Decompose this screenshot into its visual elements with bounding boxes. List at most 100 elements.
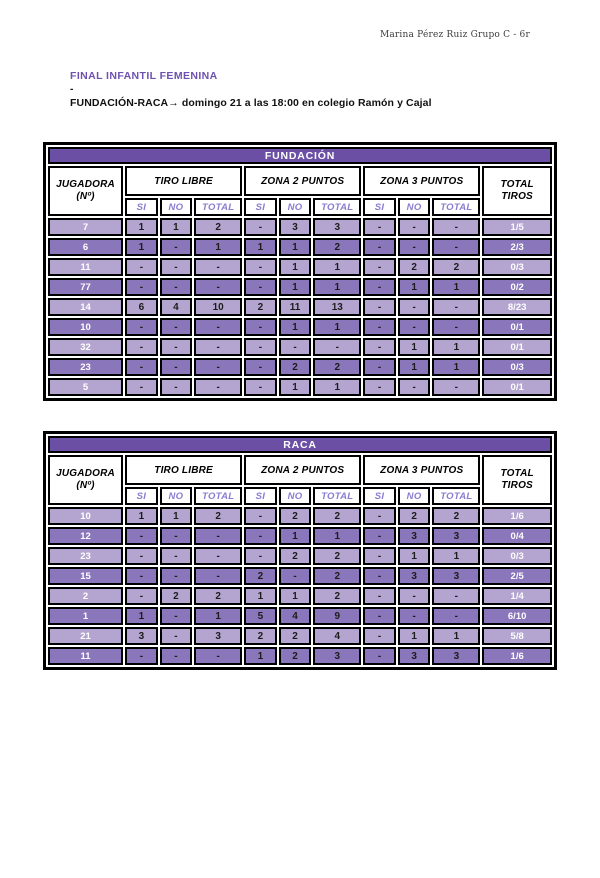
stat-cell: - [397,378,431,396]
stat-cell: - [194,567,243,585]
stat-cell: 13 [313,298,362,316]
table-row: 10- - - -1 1- - -0/1 [48,318,552,336]
raca-stats-table: RACA JUGADORA (Nº) TIRO LIBRE ZONA 2 PUN… [43,431,557,670]
column-group-tiro-libre: TIRO LIBRE [125,166,243,196]
stat-cell: 2 [194,587,243,605]
stat-cell: 1 [194,238,243,256]
column-header-total-tiros: TOTAL TIROS [482,455,552,505]
stat-cell: 1 [244,587,277,605]
stat-cell: 3 [125,627,158,645]
player-number-cell: 11 [48,647,124,665]
stat-cell: - [363,627,396,645]
stat-cell: 2 [313,507,362,525]
subcolumn-header-total: TOTAL [194,487,243,505]
total-shots-cell: 0/4 [482,527,552,545]
stat-cell: - [159,627,193,645]
stat-cell: 4 [159,298,193,316]
stat-cell: 2 [313,238,362,256]
stat-cell: - [397,318,431,336]
total-shots-cell: 2/5 [482,567,552,585]
stat-cell: - [159,527,193,545]
stat-cell: 1 [432,278,481,296]
player-number-cell: 2 [48,587,124,605]
stat-cell: - [159,547,193,565]
stat-cell: - [125,587,158,605]
stat-cell: 1 [313,258,362,276]
stat-cell: 1 [432,627,481,645]
player-number-cell: 77 [48,278,124,296]
column-header-total-tiros: TOTAL TIROS [482,166,552,216]
stat-cell: 3 [397,647,431,665]
stat-cell: 1 [278,318,312,336]
stat-cell: 2 [194,507,243,525]
stat-cell: 1 [432,547,481,565]
stat-cell: - [397,607,431,625]
table-row: 5- - - -1 1- - -0/1 [48,378,552,396]
stat-cell: - [397,298,431,316]
subcolumn-header-total: TOTAL [313,487,362,505]
player-number-cell: 15 [48,567,124,585]
table-row: 23- - - -2 2-1 1 0/3 [48,547,552,565]
stat-cell: 1 [125,607,158,625]
stat-cell: 1 [313,378,362,396]
stat-cell: - [363,318,396,336]
stat-cell: - [363,278,396,296]
player-number-cell: 11 [48,258,124,276]
subcolumn-header-row: SI NO TOTAL SI NO TOTAL SI NO TOTAL [48,198,552,216]
stat-cell: 1 [244,647,277,665]
subcolumn-header-si: SI [125,198,158,216]
team-header-row: FUNDACIÓN [48,147,552,164]
stat-cell: 2 [159,587,193,605]
stat-cell: - [432,318,481,336]
table-row: 21 3-3 2 2 4-1 1 5/8 [48,627,552,645]
table-row: 77- - - -1 1-1 1 0/2 [48,278,552,296]
total-header-line1: TOTAL [500,467,534,479]
subcolumn-header-no: NO [278,487,312,505]
stat-cell: 1 [278,238,312,256]
subcolumn-header-si: SI [125,487,158,505]
total-header-line2: TIROS [501,480,533,491]
page-title: FINAL INFANTIL FEMENINA [70,70,218,82]
stat-cell: 11 [278,298,312,316]
stat-cell: - [397,587,431,605]
subcolumn-header-no: NO [159,198,193,216]
stat-cell: 9 [313,607,362,625]
stat-cell: 1 [313,318,362,336]
column-header-player: JUGADORA (Nº) [48,166,124,216]
stat-cell: 2 [432,507,481,525]
total-header-line1: TOTAL [500,178,534,190]
stat-cell: - [244,278,277,296]
stat-cell: - [125,527,158,545]
stat-cell: - [363,298,396,316]
table-row: 15- - -2-2-3 3 2/5 [48,567,552,585]
table-row: 11- - - -1 1-2 2 0/3 [48,258,552,276]
author-line: Marina Pérez Ruiz Grupo C - 6r [379,30,530,40]
total-shots-cell: 0/1 [482,378,552,396]
player-number-cell: 10 [48,318,124,336]
stat-cell: 3 [397,527,431,545]
stat-cell: - [363,238,396,256]
stat-cell: - [363,358,396,376]
subcolumn-header-no: NO [397,487,431,505]
stat-cell: - [194,378,243,396]
player-number-cell: 12 [48,527,124,545]
stat-cell: 2 [244,627,277,645]
stat-cell: - [159,647,193,665]
stat-cell: - [194,338,243,356]
stat-cell: 2 [313,567,362,585]
subcolumn-header-si: SI [363,487,396,505]
player-header-line1: JUGADORA [56,467,115,479]
stat-cell: - [363,567,396,585]
stat-cell: 3 [432,567,481,585]
stat-cell: - [363,218,396,236]
subcolumn-header-no: NO [397,198,431,216]
stat-cell: 1 [278,378,312,396]
stat-cell: - [159,378,193,396]
stat-cell: - [159,567,193,585]
stat-cell: - [194,258,243,276]
subcolumn-header-si: SI [244,198,277,216]
stat-cell: - [194,318,243,336]
subcolumn-header-si: SI [244,487,277,505]
player-header-line2: (Nº) [76,191,95,202]
stat-cell: - [397,238,431,256]
